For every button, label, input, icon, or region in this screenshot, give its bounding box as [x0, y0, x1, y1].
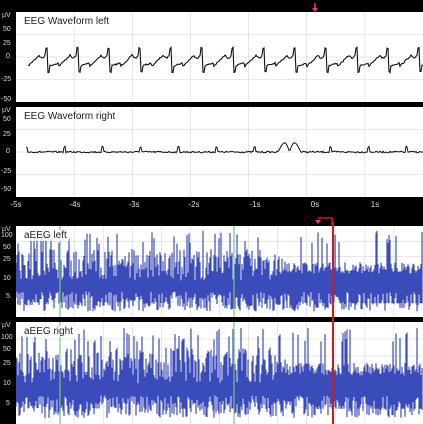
- aeeg-right-ytick: 25: [3, 360, 11, 367]
- eeg-left-panel: EEG Waveform left: [16, 12, 423, 102]
- aeeg-left-ytick: 5: [6, 293, 10, 300]
- eeg-left-ytick: -50: [1, 96, 12, 103]
- eeg-left-ytick: 50: [3, 26, 11, 33]
- aeeg-left-panel: aEEG left: [16, 226, 423, 317]
- time-tick: -1s: [249, 200, 261, 209]
- aeeg-left-chart: [16, 226, 423, 317]
- time-tick: -3s: [128, 200, 140, 209]
- cursor-handle-arrow-icon[interactable]: [312, 214, 334, 226]
- aeeg-right-chart: [16, 322, 423, 424]
- time-marker-arrow-icon[interactable]: [310, 0, 320, 12]
- aeeg-left-unit: µV: [2, 226, 11, 233]
- eeg-left-ytick: 25: [3, 40, 11, 47]
- eeg-right-unit: µV: [2, 107, 11, 114]
- aeeg-left-ytick: 50: [3, 244, 11, 251]
- eeg-left-ytick: 0: [6, 53, 10, 60]
- aeeg-right-unit: µV: [2, 322, 11, 329]
- aeeg-right-title: aEEG right: [22, 326, 75, 337]
- eeg-left-chart: [16, 12, 423, 102]
- time-tick: -5s: [10, 200, 22, 209]
- aeeg-right-ytick: 100: [1, 334, 13, 341]
- time-tick: -2s: [188, 200, 200, 209]
- aeeg-left-ytick: 25: [3, 256, 11, 263]
- eeg-left-title: EEG Waveform left: [22, 16, 112, 27]
- aeeg-right-trace: [16, 327, 423, 418]
- aeeg-right-panel: aEEG right: [16, 322, 423, 424]
- eeg-left-unit: µV: [2, 12, 11, 19]
- time-tick: 1s: [370, 200, 380, 209]
- eeg-right-ytick: 0: [6, 148, 10, 155]
- aeeg-right-ytick: 10: [3, 380, 11, 387]
- eeg-right-trace: [25, 142, 423, 155]
- eeg-right-ytick: -50: [1, 186, 12, 193]
- eeg-right-title: EEG Waveform right: [22, 111, 118, 122]
- aeeg-left-ytick: 100: [1, 232, 13, 239]
- aeeg-left-title: aEEG left: [22, 230, 69, 241]
- eeg-right-ytick: -25: [1, 168, 12, 175]
- eeg-right-ytick: 50: [3, 116, 11, 123]
- aeeg-left-trace: [16, 230, 423, 312]
- time-tick: -4s: [69, 200, 81, 209]
- aeeg-left-ytick: 10: [3, 275, 11, 282]
- time-tick: 0s: [310, 200, 320, 209]
- aeeg-right-ytick: 5: [6, 400, 10, 407]
- eeg-right-chart: [16, 107, 423, 197]
- eeg-right-panel: EEG Waveform right: [16, 107, 423, 197]
- aeeg-right-ytick: 50: [3, 346, 11, 353]
- eeg-right-ytick: 25: [3, 131, 11, 138]
- eeg-left-trace: [27, 45, 423, 74]
- eeg-left-ytick: -25: [1, 76, 12, 83]
- time-cursor-line[interactable]: [332, 222, 334, 424]
